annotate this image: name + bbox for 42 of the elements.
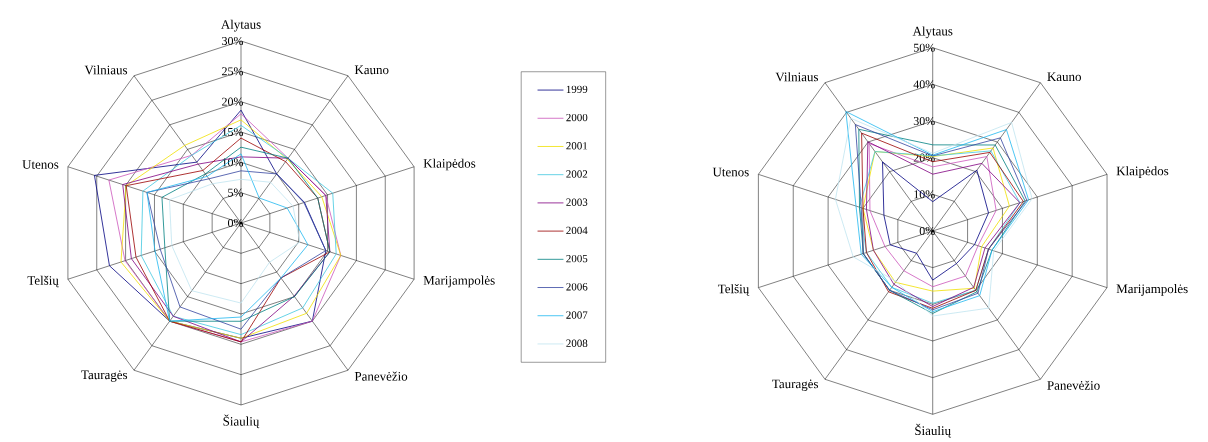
legend-label: 2005 <box>566 254 588 263</box>
spoke-label: Marijampolės <box>1116 284 1188 296</box>
y-tick-label: 25% <box>222 67 244 76</box>
spoke-label: Klaipėdos <box>1116 166 1169 178</box>
spoke-label: Marijampolės <box>423 275 495 288</box>
spoke-label: Utenos <box>22 160 59 169</box>
legend-label: 2000 <box>566 113 588 122</box>
legend-label: 2006 <box>566 283 588 291</box>
spoke-label: Kauno <box>1047 72 1081 82</box>
spoke-label: Tauragės <box>81 370 128 382</box>
spoke-label: Panevėžio <box>354 371 408 381</box>
legend-label: 2003 <box>566 198 588 206</box>
spoke-label: Kauno <box>354 65 389 75</box>
spoke-label: Klaipėdos <box>423 158 476 171</box>
legend-label: 2007 <box>566 311 588 319</box>
y-tick-label: 15% <box>222 127 244 137</box>
spoke-label: Šiaulių <box>915 423 952 438</box>
spoke-label: Alytaus <box>220 19 261 32</box>
y-tick-label: 0% <box>227 218 244 228</box>
y-tick-label: 20% <box>222 97 244 106</box>
spoke-label: Tauragės <box>772 379 819 391</box>
spoke-label: Šiaulių <box>223 414 260 429</box>
legend-label: 2004 <box>566 226 588 235</box>
spoke-label: Alytaus <box>912 26 953 39</box>
y-tick-label: 30% <box>913 116 935 126</box>
legend-label: 2008 <box>566 339 588 347</box>
spoke-label: Telšių <box>27 275 59 288</box>
y-tick-label: 0% <box>919 226 935 236</box>
y-tick-label: 10% <box>222 158 244 167</box>
spoke-label: Panevėžio <box>1047 380 1100 390</box>
legend-label: 2002 <box>566 170 588 178</box>
legend-label: 2001 <box>566 142 588 150</box>
spoke-label: Vilniaus <box>775 72 819 82</box>
spoke-label: Vilniaus <box>84 65 128 75</box>
y-tick-label: 50% <box>913 43 935 52</box>
y-tick-label: 40% <box>913 80 935 89</box>
spoke-label: Telšių <box>717 284 750 296</box>
y-tick-label: 5% <box>228 188 244 197</box>
y-tick-label: 10% <box>914 190 935 199</box>
legend-label: 1999 <box>566 85 588 94</box>
spoke-label: Utenos <box>712 167 749 177</box>
y-tick-label: 30% <box>222 36 244 46</box>
